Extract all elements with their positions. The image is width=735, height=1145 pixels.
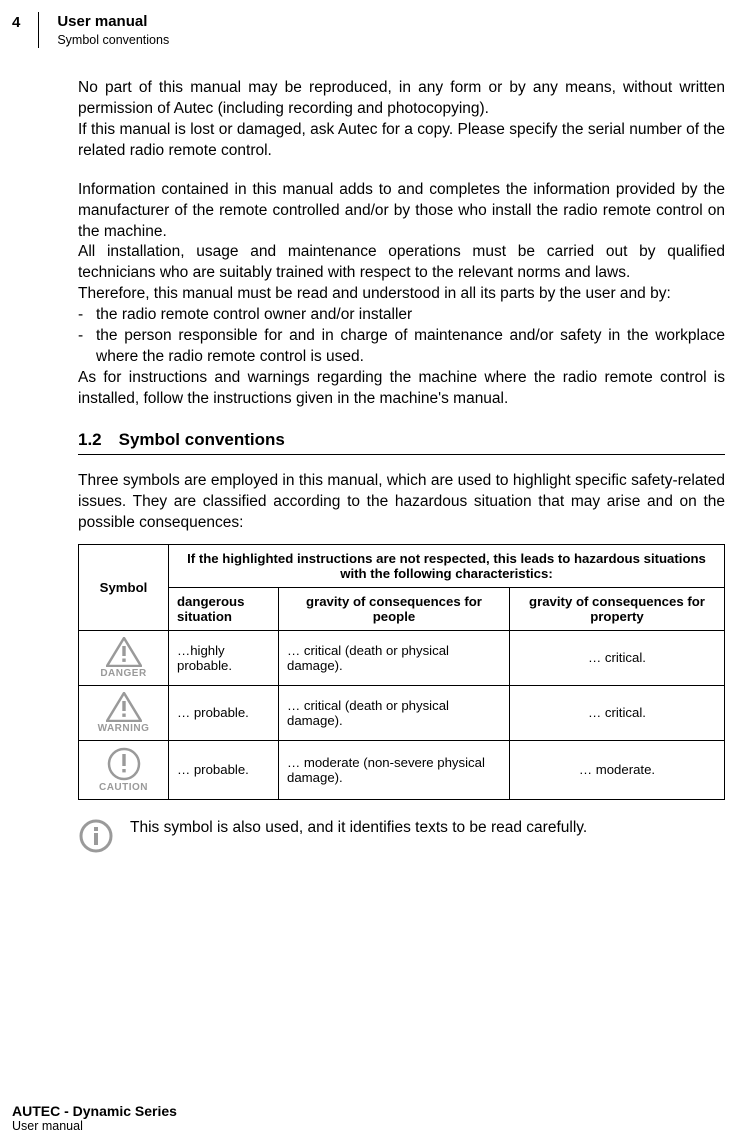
header-subtitle: Symbol conventions	[57, 32, 169, 48]
footer-title: AUTEC - Dynamic Series	[12, 1103, 177, 1119]
table-row: WARNING … probable. … critical (death or…	[79, 685, 725, 740]
paragraph: Information contained in this manual add…	[78, 180, 725, 243]
table-header-situation: dangerous situation	[169, 587, 279, 630]
danger-icon	[106, 637, 142, 667]
page-number: 4	[12, 12, 38, 31]
symbol-label: WARNING	[98, 723, 150, 734]
symbol-table: Symbol If the highlighted instructions a…	[78, 544, 725, 800]
list-item: the person responsible for and in charge…	[96, 326, 725, 368]
page-content: No part of this manual may be reproduced…	[0, 48, 735, 854]
section-heading: 1.2 Symbol conventions	[78, 430, 725, 455]
paragraph: If this manual is lost or damaged, ask A…	[78, 120, 725, 162]
header-text-block: User manual Symbol conventions	[39, 12, 169, 48]
table-row: CAUTION … probable. … moderate (non-seve…	[79, 740, 725, 799]
table-cell: … critical (death or physical damage).	[279, 685, 510, 740]
table-header-property: gravity of consequences for property	[509, 587, 724, 630]
symbol-cell-warning: WARNING	[79, 685, 169, 740]
table-cell: … critical.	[509, 630, 724, 685]
table-header-symbol: Symbol	[79, 544, 169, 630]
footer-subtitle: User manual	[12, 1119, 177, 1133]
table-cell: … moderate.	[509, 740, 724, 799]
table-header-people: gravity of consequences for people	[279, 587, 510, 630]
symbol-label: CAUTION	[99, 782, 148, 793]
paragraph: Therefore, this manual must be read and …	[78, 284, 725, 305]
paragraph: As for instructions and warnings regardi…	[78, 368, 725, 410]
table-cell: … critical (death or physical damage).	[279, 630, 510, 685]
table-cell: …highly probable.	[169, 630, 279, 685]
table-cell: … moderate (non-severe physical damage).	[279, 740, 510, 799]
table-header-top: If the highlighted instructions are not …	[169, 544, 725, 587]
bullet-list: the radio remote control owner and/or in…	[78, 305, 725, 368]
table-cell: … probable.	[169, 685, 279, 740]
paragraph: Three symbols are employed in this manua…	[78, 471, 725, 534]
paragraph: No part of this manual may be reproduced…	[78, 78, 725, 120]
paragraph: All installation, usage and maintenance …	[78, 242, 725, 284]
table-cell: … probable.	[169, 740, 279, 799]
header-title: User manual	[57, 12, 169, 32]
page-header: 4 User manual Symbol conventions	[12, 0, 735, 48]
symbol-cell-caution: CAUTION	[79, 740, 169, 799]
warning-icon	[106, 692, 142, 722]
page-footer: AUTEC - Dynamic Series User manual	[12, 1103, 177, 1133]
symbol-label: DANGER	[100, 668, 146, 679]
table-cell: … critical.	[509, 685, 724, 740]
caution-icon	[107, 747, 141, 781]
table-row: DANGER …highly probable. … critical (dea…	[79, 630, 725, 685]
info-icon	[78, 818, 114, 854]
symbol-cell-danger: DANGER	[79, 630, 169, 685]
info-note-text: This symbol is also used, and it identif…	[130, 818, 587, 839]
list-item: the radio remote control owner and/or in…	[96, 305, 725, 326]
info-note-row: This symbol is also used, and it identif…	[78, 818, 725, 854]
